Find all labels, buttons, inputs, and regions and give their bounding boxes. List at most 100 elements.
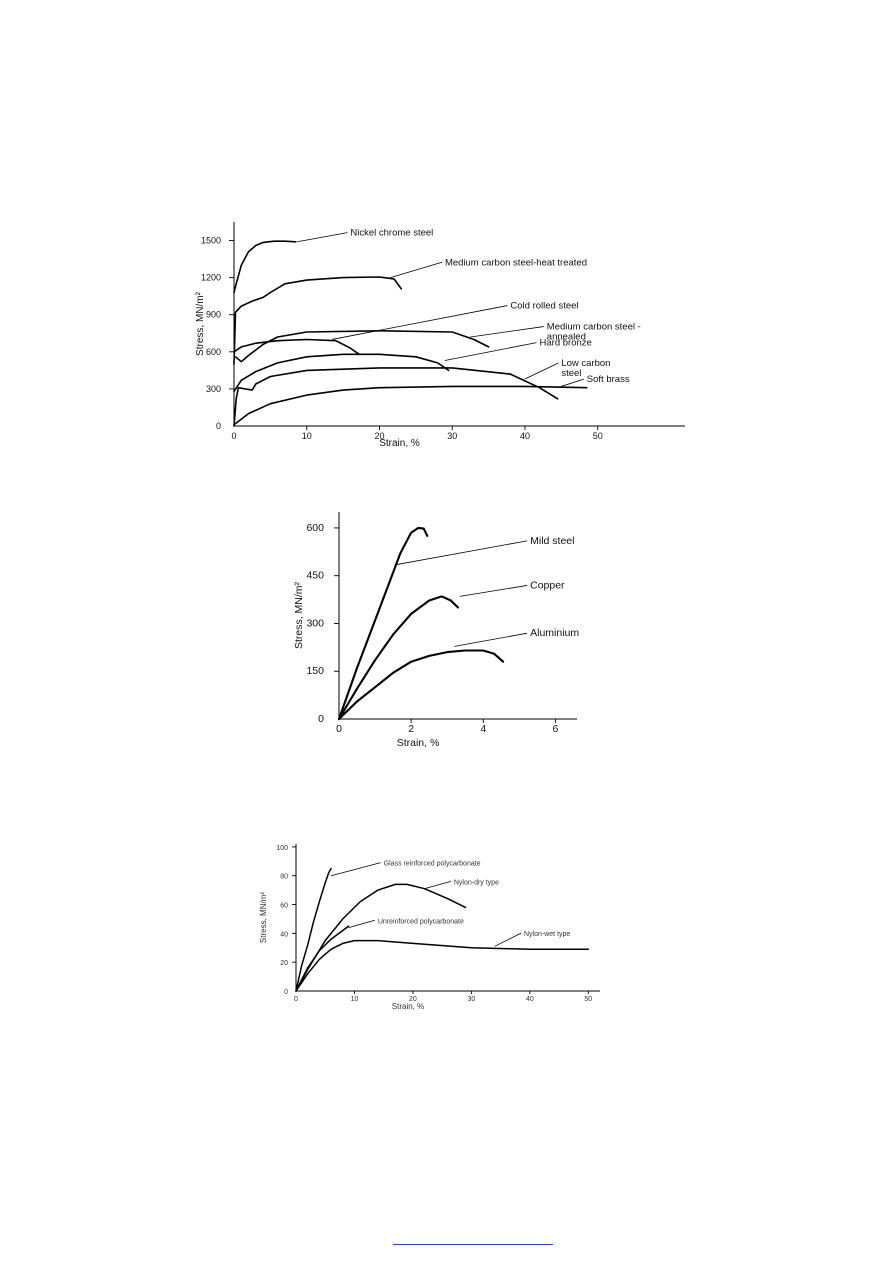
series-label-line: Nylon-dry type [454,879,499,886]
leader-line-low-carbon-steel [524,362,559,380]
y-tick-label: 80 [280,874,288,881]
leader-line-mild-steel [396,540,528,565]
chart-2-metals: 0 150 300 450 600 0 2 4 6 Strain, % Stress, MN/m² M… [293,512,579,749]
series-line-nylon-wet-type [295,939,590,992]
x-tick-label: 30 [467,996,475,1003]
series-line-unreinforced-polycarbonate [295,925,350,992]
x-tick-label: 0 [294,996,298,1003]
series-label-hard-bronze: Hard bronze [540,338,592,349]
series-line-aluminium [337,649,505,721]
footer-link-underline[interactable] [393,1244,553,1245]
y-tick-label: 150 [306,665,324,677]
x-tick-label: 4 [480,723,486,735]
x-tick-label: 30 [447,431,457,441]
series-label-nickel-chrome-steel: Nickel chrome steel [350,228,433,239]
y-axis-label: Stress, MN/m² [259,892,268,943]
leader-line-cold-rolled-steel [332,305,508,340]
series-label-copper: Copper [530,579,565,591]
x-axis-label: Strain, % [397,737,440,749]
x-tick-label: 20 [409,996,417,1003]
series-label-line: Cold rolled steel [510,301,578,312]
x-tick-label: 10 [302,431,312,441]
y-tick-label: 600 [206,347,221,357]
x-axis-label: Strain, % [392,1002,424,1011]
series-label-line: Nylon-wet type [524,931,570,938]
y-tick-label: 450 [306,570,324,582]
series-label-line: Unreinforced polycarbonate [378,918,464,925]
series-label-line: Nickel chrome steel [350,228,433,239]
series-label-line: Medium carbon steel-heat treated [445,257,587,268]
x-tick-label: 50 [584,996,592,1003]
x-tick-label: 10 [351,996,359,1003]
series-line-hard-bronze [233,353,450,393]
x-tick-label: 40 [526,996,534,1003]
leader-line-soft-brass [561,378,584,387]
y-tick-label: 0 [216,421,221,431]
leader-line-glass-reinforced-polycarbonate [330,862,381,877]
leader-line-nylon-dry-type [424,880,451,890]
leader-line-medium-carbon-steel-heat-treated [390,261,443,279]
leader-line-nickel-chrome-steel [297,232,348,243]
series-line-mild-steel [337,526,429,721]
series-label-medium-carbon-steel-annealed: Medium carbon steel -annealed [547,322,641,343]
series-line-cold-rolled-steel [233,338,360,356]
series-line-medium-carbon-steel-heat-treated [233,276,403,365]
series-label-aluminium: Aluminium [530,627,579,639]
x-axis-label: Strain, % [379,438,420,449]
y-tick-label: 300 [306,617,324,629]
x-tick-label: 40 [520,431,530,441]
series-label-low-carbon-steel: Low carbon steel [561,358,610,379]
series-line-medium-carbon-steel-annealed [234,330,490,363]
series-label-medium-carbon-steel-heat-treated: Medium carbon steel-heat treated [445,257,587,268]
y-tick-label: 1200 [201,273,221,283]
series-line-glass-reinforced-polycarbonate [295,867,332,992]
series-label-line: Hard bronze [540,338,592,349]
x-tick-label: 6 [552,723,558,735]
x-tick-label: 50 [593,431,603,441]
y-tick-label: 1500 [201,236,221,246]
series-label-line: Medium carbon steel - [547,322,641,333]
series-label-mild-steel: Mild steel [530,535,574,547]
y-tick-label: 300 [206,384,221,394]
leader-line-unreinforced-polycarbonate [348,919,375,928]
series-label-nylon-wet-type: Nylon-wet type [524,931,570,938]
series-label-glass-reinforced-polycarbonate: Glass reinforced polycarbonate [384,861,481,868]
y-tick-label: 900 [206,310,221,320]
series-label-line: Soft brass [587,374,630,385]
series-label-line: Low carbon [561,358,610,369]
x-tick-label: 0 [231,431,236,441]
series-label-line: Glass reinforced polycarbonate [384,861,481,868]
x-tick-label: 2 [408,723,414,735]
x-tick-label: 20 [374,431,384,441]
y-tick-label: 100 [276,845,288,852]
leader-line-aluminium [454,632,528,647]
series-label-line: Mild steel [530,535,574,547]
series-label-line: Copper [530,579,565,591]
y-axis-label: Stress, MN/m² [195,291,206,356]
leader-line-medium-carbon-steel-annealed [470,326,544,338]
chart-3-polymers: 0 20 40 60 80 100 0 10 20 30 40 50 Strain, % Stress, … [259,844,600,1011]
series-line-nylon-dry-type [295,883,467,992]
y-tick-label: 600 [306,522,324,534]
y-tick-label: 0 [284,989,288,996]
series-line-nickel-chrome-steel [233,240,297,294]
series-label-line: annealed [547,332,586,343]
leader-line-hard-bronze [444,342,537,361]
y-tick-label: 0 [318,713,324,725]
y-tick-label: 40 [280,931,288,938]
chart-1-steels: 0 300 600 900 1200 1500 0 10 20 30 40 50 Strain, % St… [195,222,685,449]
series-line-copper [337,595,460,721]
series-label-nylon-dry-type: Nylon-dry type [454,879,499,886]
series-label-line: Aluminium [530,627,579,639]
y-tick-label: 20 [280,960,288,967]
leader-line-copper [459,585,528,597]
series-label-unreinforced-polycarbonate: Unreinforced polycarbonate [378,918,464,925]
series-line-low-carbon-steel [233,367,559,427]
y-axis-label: Stress, MN/m² [293,581,305,649]
series-label-cold-rolled-steel: Cold rolled steel [510,301,578,312]
series-label-soft-brass: Soft brass [587,374,630,385]
x-tick-label: 0 [336,723,342,735]
series-line-soft-brass [233,385,588,426]
leader-line-nylon-wet-type [494,932,522,947]
series-label-line: steel [561,368,581,379]
